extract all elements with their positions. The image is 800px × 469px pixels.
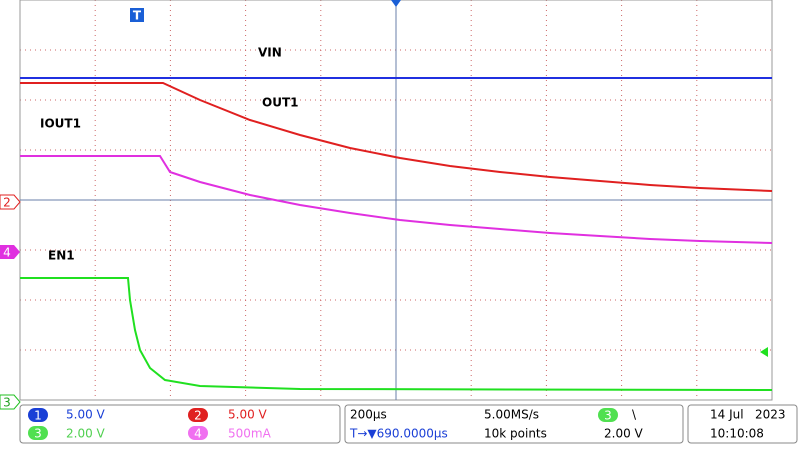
label-iout1: IOUT1 (40, 117, 81, 131)
label-out1: OUT1 (262, 96, 298, 110)
trig-slope: \ (632, 408, 637, 422)
ch4-scale: 500mA (228, 427, 272, 441)
ch4-marker-text: 4 (3, 246, 11, 260)
ch3-marker (0, 394, 21, 410)
trig-level-marker (760, 347, 768, 357)
ch1-scale: 5.00 V (66, 408, 106, 422)
trigger-position: T→▼690.0000µs (349, 427, 448, 441)
ch3-marker-text: 3 (3, 396, 11, 410)
ch4-id: 4 (194, 427, 202, 441)
trig-source: 3 (604, 409, 612, 423)
time: 10:10:08 (710, 427, 764, 441)
ch4-badge (188, 426, 208, 440)
label-vin: VIN (258, 46, 282, 60)
ch2-marker-text: 2 (3, 196, 11, 210)
ch3-scale: 2.00 V (66, 427, 106, 441)
label-en1: EN1 (48, 249, 75, 263)
ch2-scale: 5.00 V (228, 408, 268, 422)
trace-iout1 (20, 155, 773, 244)
date: 14 Jul 2023 (710, 408, 786, 422)
sample-rate: 5.00MS/s (484, 408, 539, 422)
trace-en1 (20, 277, 773, 391)
trig-source-badge (598, 408, 618, 422)
trigger-marker-text: T (133, 9, 142, 23)
ch3-badge (28, 426, 48, 440)
trace-out1 (20, 82, 773, 192)
channel-box (19, 404, 341, 444)
time-div: 200µs (350, 408, 387, 422)
ch2-marker (0, 194, 21, 210)
datetime-box (687, 404, 798, 444)
ch1-badge (28, 408, 48, 422)
trig-level: 2.00 V (604, 427, 644, 441)
time-marker (391, 0, 401, 7)
ch2-id: 2 (194, 409, 202, 423)
trigger-marker (130, 8, 144, 22)
ch1-id: 1 (34, 409, 42, 423)
ch2-badge (188, 408, 208, 422)
ch4-marker (0, 245, 20, 259)
record-length: 10k points (484, 427, 547, 441)
ch3-id: 3 (34, 427, 42, 441)
